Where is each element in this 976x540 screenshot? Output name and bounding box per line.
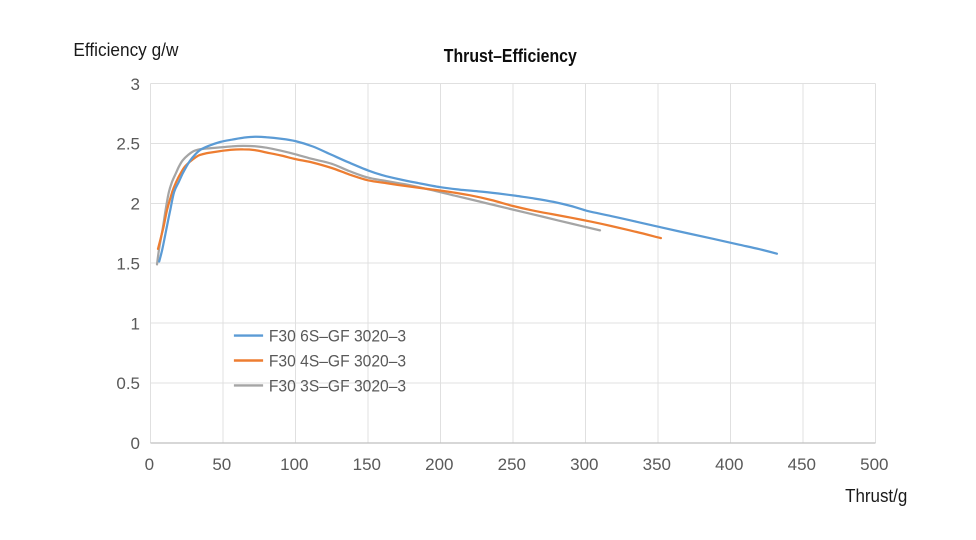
svg-text:300: 300 <box>570 455 598 474</box>
svg-text:250: 250 <box>498 455 526 474</box>
svg-text:350: 350 <box>643 455 671 474</box>
svg-text:200: 200 <box>425 455 453 474</box>
svg-text:150: 150 <box>353 455 381 474</box>
svg-text:1.5: 1.5 <box>116 254 140 273</box>
svg-text:450: 450 <box>788 455 816 474</box>
svg-text:Efficiency g/w: Efficiency g/w <box>73 40 179 60</box>
svg-text:1: 1 <box>131 314 140 333</box>
svg-text:400: 400 <box>715 455 743 474</box>
svg-text:Thrust/g: Thrust/g <box>845 486 907 506</box>
svg-text:100: 100 <box>280 455 308 474</box>
svg-text:0: 0 <box>131 434 140 453</box>
svg-text:0: 0 <box>145 455 154 474</box>
svg-text:3: 3 <box>131 75 140 94</box>
svg-text:0.5: 0.5 <box>116 374 140 393</box>
svg-text:F30 3S–GF 3020–3: F30 3S–GF 3020–3 <box>269 377 406 395</box>
svg-text:Thrust–Efficiency: Thrust–Efficiency <box>444 46 577 66</box>
svg-text:50: 50 <box>212 455 231 474</box>
svg-text:F30 4S–GF 3020–3: F30 4S–GF 3020–3 <box>269 352 406 370</box>
svg-text:F30 6S–GF 3020–3: F30 6S–GF 3020–3 <box>269 328 406 346</box>
svg-text:500: 500 <box>860 455 888 474</box>
svg-text:2: 2 <box>131 195 140 214</box>
svg-text:2.5: 2.5 <box>116 135 140 154</box>
